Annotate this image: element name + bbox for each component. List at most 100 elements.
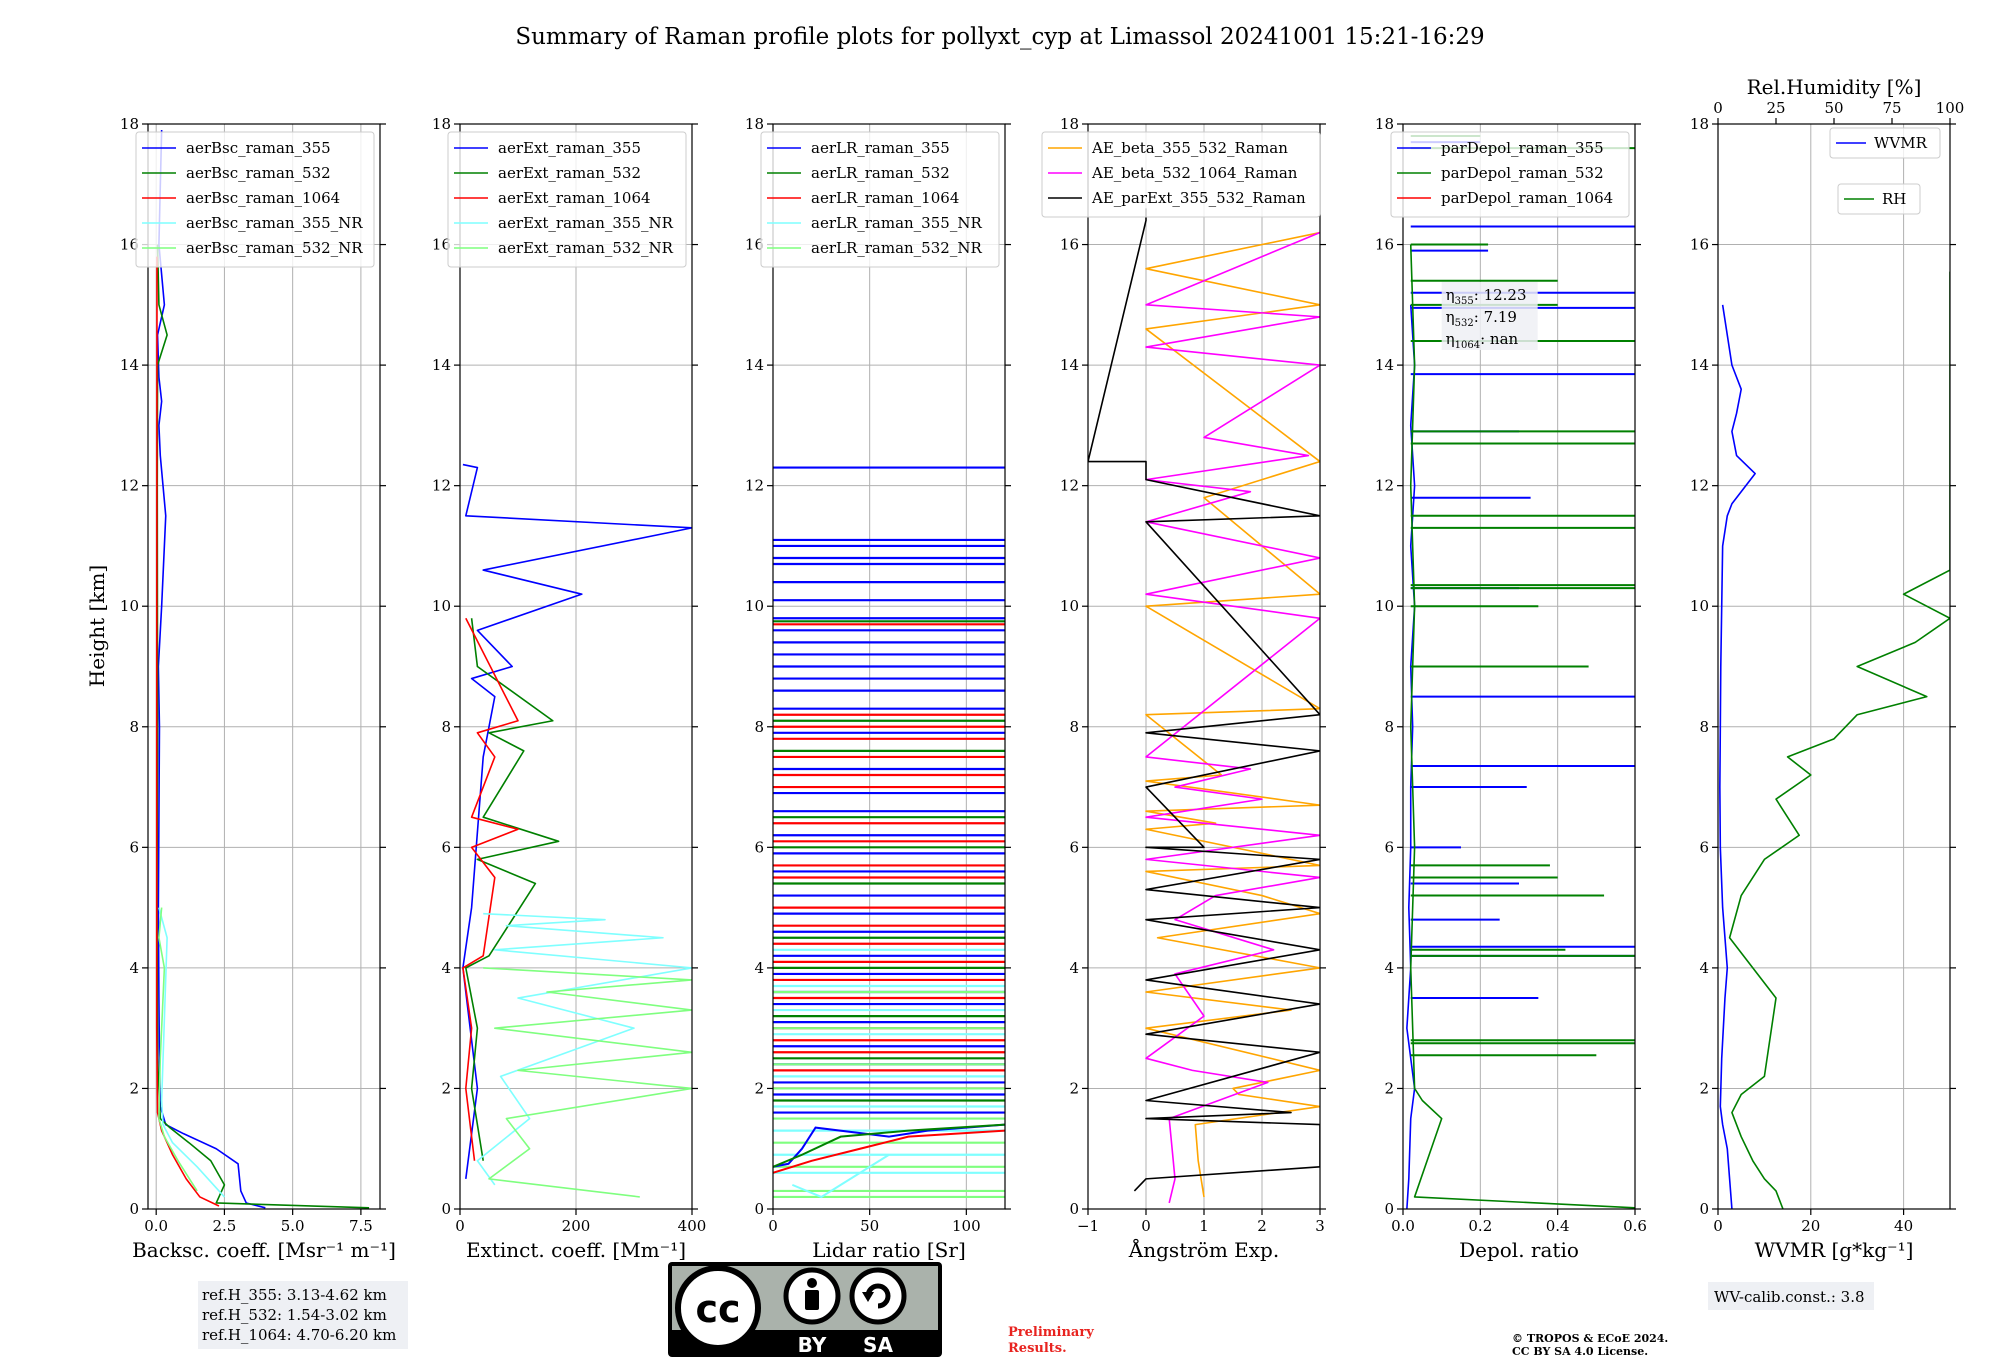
- series-layer: [155, 130, 370, 1209]
- x-tick-label-0: 0.0: [144, 1217, 168, 1235]
- legend-box: [1390, 131, 1630, 218]
- y-tick-label-1: 2: [129, 1079, 139, 1097]
- y-tick-label-6: 12: [120, 477, 139, 495]
- y-tick-label-0: 0: [129, 1200, 139, 1218]
- legend-label-aerBsc_raman_1064: aerBsc_raman_1064: [186, 189, 340, 207]
- y-tick-label-8: 16: [1690, 236, 1709, 254]
- y-tick-label-7: 14: [1690, 356, 1709, 374]
- y-tick-label-9: 18: [1690, 115, 1709, 133]
- y-tick-label-1: 2: [1384, 1079, 1394, 1097]
- y-tick-label-7: 14: [432, 356, 451, 374]
- y-tick-label-7: 14: [1060, 356, 1079, 374]
- panel-2: 0 200 400 0 2 4 6 8 10 12 14 16 18 Extinct. coeff. [M…: [432, 115, 706, 1262]
- legend-label-aerExt_raman_355_NR: aerExt_raman_355_NR: [498, 214, 674, 232]
- legend-label-aerBsc_raman_355_NR: aerBsc_raman_355_NR: [186, 214, 363, 232]
- y-tick-label-4: 8: [1384, 718, 1394, 736]
- y-tick-label-8: 16: [1060, 236, 1079, 254]
- y-tick-label-8: 16: [432, 236, 451, 254]
- legend-label-aerExt_raman_1064: aerExt_raman_1064: [498, 189, 651, 207]
- y-tick-label-1: 2: [1699, 1079, 1709, 1097]
- series-AE_parExt_355_532_Raman: [1088, 208, 1320, 1192]
- x-tick-label-2: 400: [678, 1217, 707, 1235]
- x-axis-label: WVMR [g*kg⁻¹]: [1755, 1238, 1914, 1262]
- legend-box: [135, 131, 375, 268]
- series-aerBsc_raman_355_NR: [158, 907, 226, 1198]
- y-tick-label-9: 18: [1060, 115, 1079, 133]
- series-WVMR: [1719, 304, 1756, 1209]
- x-tick-label-1: 2.5: [212, 1217, 236, 1235]
- y-tick-label-4: 8: [1069, 718, 1079, 736]
- series-aerBsc_raman_532: [156, 244, 370, 1209]
- x-tick-label-2: 100: [952, 1217, 981, 1235]
- legend-label-parDepol_raman_532: parDepol_raman_532: [1441, 164, 1604, 182]
- x-tick-label-3: 2: [1257, 1217, 1267, 1235]
- y-tick-label-3: 6: [129, 838, 139, 856]
- x-tick-label-1: 0: [1141, 1217, 1151, 1235]
- x2-tick-label-2: 50: [1824, 99, 1843, 117]
- by-text: BY: [798, 1333, 827, 1357]
- x-tick-label-0: 0: [455, 1217, 465, 1235]
- y-tick-label-6: 12: [432, 477, 451, 495]
- y-tick-label-5: 10: [1060, 597, 1079, 615]
- eta-annotation-1064: η1064: nan: [1446, 330, 1519, 351]
- y-tick-label-0: 0: [1699, 1200, 1709, 1218]
- refh-532-text: ref.H_532: 1.54-3.02 km: [202, 1306, 387, 1324]
- x-tick-label-2: 0.4: [1546, 1217, 1570, 1235]
- y-tick-label-2: 4: [754, 959, 764, 977]
- legend-label-aerLR_raman_355_NR: aerLR_raman_355_NR: [811, 214, 982, 232]
- y-tick-label-8: 16: [1375, 236, 1394, 254]
- axes-frame: [1402, 123, 1636, 1210]
- series-aerExt_raman_532_NR: [483, 967, 692, 1198]
- eta-annotation-box: [1441, 282, 1538, 350]
- series-AE_beta_532_1064_Raman: [1145, 231, 1320, 1204]
- y-tick-label-1: 2: [754, 1079, 764, 1097]
- series-layer: [773, 466, 1005, 1199]
- y-tick-label-9: 18: [745, 115, 764, 133]
- legend-label-aerLR_raman_532_NR: aerLR_raman_532_NR: [811, 239, 982, 257]
- y-tick-label-5: 10: [120, 597, 139, 615]
- y-tick-label-2: 4: [441, 959, 451, 977]
- y-tick-label-5: 10: [432, 597, 451, 615]
- curve-3: [791, 1153, 890, 1199]
- legend-label-AE_beta_532_1064_Raman: AE_beta_532_1064_Raman: [1091, 164, 1298, 182]
- eta-annotation-532: η532: 7.19: [1446, 308, 1517, 329]
- y-tick-label-0: 0: [1384, 1200, 1394, 1218]
- legend-box-WVMR: [1829, 127, 1941, 159]
- x-tick-label-1: 200: [562, 1217, 591, 1235]
- wv-calib-text: WV-calib.const.: 3.8: [1714, 1288, 1865, 1306]
- y-tick-label-6: 12: [1375, 477, 1394, 495]
- preliminary-line1: Preliminary: [1008, 1325, 1094, 1340]
- y-axis-label: Height [km]: [85, 565, 109, 687]
- legend-label-aerExt_raman_532: aerExt_raman_532: [498, 164, 641, 182]
- y-tick-label-4: 8: [754, 718, 764, 736]
- refh-1064-text: ref.H_1064: 4.70-6.20 km: [202, 1326, 396, 1344]
- y-tick-label-7: 14: [745, 356, 764, 374]
- y-tick-label-4: 8: [129, 718, 139, 736]
- y-tick-label-3: 6: [1384, 838, 1394, 856]
- panel-6: 0 20 40 0 2 4 6 8 10 12 14 16 18 WVMR [g*kg⁻¹] 0 25 50 75…: [1690, 75, 1964, 1262]
- legend-label-aerLR_raman_355: aerLR_raman_355: [811, 139, 950, 157]
- y-tick-label-3: 6: [441, 838, 451, 856]
- legend-label-aerExt_raman_532_NR: aerExt_raman_532_NR: [498, 239, 674, 257]
- x2-tick-label-1: 25: [1766, 99, 1785, 117]
- preliminary-line2: Results.: [1008, 1341, 1067, 1356]
- series-aerExt_raman_355_NR: [476, 912, 692, 1186]
- legend-label-parDepol_raman_1064: parDepol_raman_1064: [1441, 189, 1613, 207]
- series-aerBsc_raman_532_NR: [158, 907, 198, 1192]
- x-tick-label-1: 50: [860, 1217, 879, 1235]
- series-aerExt_raman_355: [462, 463, 692, 1179]
- y-tick-label-5: 10: [1690, 597, 1709, 615]
- panel-5: 0.0 0.2 0.4 0.6 0 2 4 6 8 10 12 14 16 18 Depol. ratio p…: [1375, 115, 1647, 1262]
- x-tick-label-1: 20: [1801, 1217, 1820, 1235]
- legend-label-RH: RH: [1882, 190, 1906, 208]
- y-tick-label-9: 18: [120, 115, 139, 133]
- y-tick-label-2: 4: [1069, 959, 1079, 977]
- x2-tick-label-4: 100: [1936, 99, 1965, 117]
- x-tick-label-0: 0.0: [1391, 1217, 1415, 1235]
- y-tick-label-5: 10: [745, 597, 764, 615]
- axes-frame: [772, 123, 1006, 1210]
- x-axis-label: Lidar ratio [Sr]: [812, 1238, 966, 1262]
